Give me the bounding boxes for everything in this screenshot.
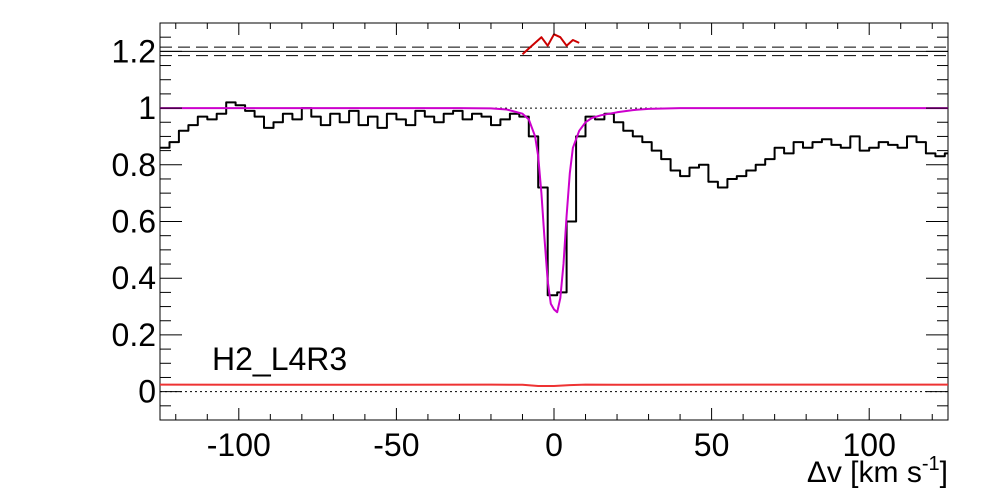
- y-tick-label-6: 1.2: [112, 33, 156, 69]
- x-tick-label-4: 100: [843, 427, 896, 463]
- reference-lines-group: [160, 46, 948, 393]
- x-axis-title-superscript: -1: [922, 453, 940, 475]
- tick-labels-group: -100 -50 0 50 100 0 0.2 0.4 0.6 0.8 1 1.2: [112, 33, 896, 463]
- y-tick-label-1: 0.2: [112, 317, 156, 353]
- x-tick-label-1: -50: [373, 427, 419, 463]
- series-2-line: [159, 383, 948, 387]
- ticks-group: [160, 22, 948, 421]
- y-tick-label-3: 0.6: [112, 204, 156, 240]
- y-tick-label-5: 1: [138, 90, 156, 126]
- line-annotation-label: H2_L4R3: [212, 341, 347, 377]
- series-1-line: [160, 107, 948, 314]
- series-3-line: [521, 33, 580, 55]
- x-axis-title-end: ]: [940, 456, 948, 489]
- y-tick-label-0: 0: [138, 374, 156, 410]
- series-0-line: [160, 101, 948, 297]
- x-axis-title-main: Δv [km s: [807, 456, 922, 489]
- x-tick-label-2: 0: [545, 427, 563, 463]
- y-tick-label-4: 0.8: [112, 147, 156, 183]
- x-tick-label-0: -100: [207, 427, 271, 463]
- x-tick-label-3: 50: [694, 427, 730, 463]
- y-tick-label-2: 0.4: [112, 260, 156, 296]
- x-axis-title: Δv [km s-1]: [807, 453, 948, 489]
- series-group: [159, 33, 948, 387]
